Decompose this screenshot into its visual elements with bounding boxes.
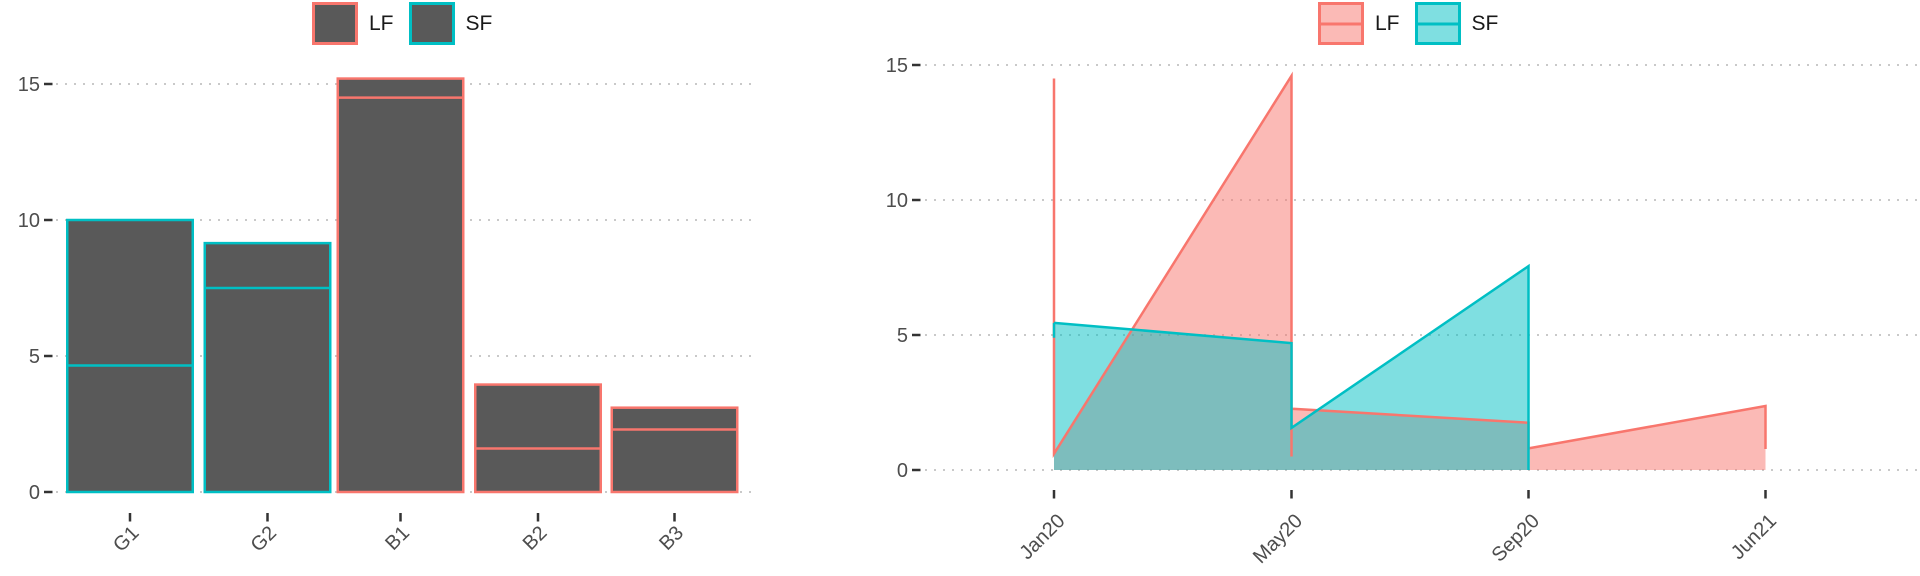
bar-B3	[610, 406, 739, 494]
right-area-chart-panel: 0 5 10 15 Jan20 May20 Sep20 Jun21	[886, 55, 1918, 568]
y-tick-label-10: 10	[886, 190, 908, 212]
left-chart-legend: LF SF	[312, 2, 492, 45]
y-tick-label-10: 10	[18, 210, 40, 232]
bar-G1	[66, 218, 194, 494]
y-tick-label-15: 15	[886, 55, 908, 77]
legend-label-sf: SF	[1471, 12, 1499, 35]
x-tick-label-B3: B3	[655, 522, 688, 555]
y-tick-label-5: 5	[29, 346, 40, 368]
sf-keyline-icon	[1417, 22, 1458, 25]
x-tick-label-Jun21: Jun21	[1727, 510, 1781, 564]
area-line-SF	[1053, 263, 1530, 470]
x-tick-label-G2: G2	[247, 522, 281, 556]
x-tick-label-B1: B1	[381, 522, 414, 555]
x-tick-label-G1: G1	[109, 522, 143, 556]
y-tick-label-0: 0	[897, 460, 908, 482]
bar-B1	[336, 77, 465, 494]
legend-item-lf: LF	[1318, 2, 1400, 45]
lf-bar-swatch-icon	[312, 2, 358, 45]
y-tick-label-15: 15	[18, 74, 40, 96]
bar-G2	[203, 241, 332, 494]
legend-label-lf: LF	[1375, 12, 1400, 35]
legend-item-sf: SF	[1414, 2, 1499, 45]
x-tick-label-B2: B2	[519, 522, 552, 555]
sf-bar-swatch-icon	[408, 2, 455, 45]
right-chart-legend: LF SF	[1318, 2, 1498, 45]
lf-area-swatch-icon	[1318, 2, 1364, 45]
legend-label-lf: LF	[369, 12, 394, 35]
y-tick-label-0: 0	[29, 482, 40, 504]
x-tick-label-Sep20: Sep20	[1488, 510, 1544, 566]
lf-keyline-icon	[1321, 22, 1361, 25]
sf-area-swatch-icon	[1414, 2, 1461, 45]
x-tick-label-Jan20: Jan20	[1015, 510, 1069, 564]
y-tick-label-5: 5	[897, 325, 908, 347]
legend-label-sf: SF	[465, 12, 493, 35]
legend-item-sf: SF	[408, 2, 493, 45]
bar-B2	[474, 383, 602, 494]
legend-item-lf: LF	[312, 2, 394, 45]
x-tick-label-May20: May20	[1249, 510, 1307, 568]
left-bar-chart-panel: 0 5 10 15 G1 G2 B1 B2 B3	[18, 74, 758, 556]
